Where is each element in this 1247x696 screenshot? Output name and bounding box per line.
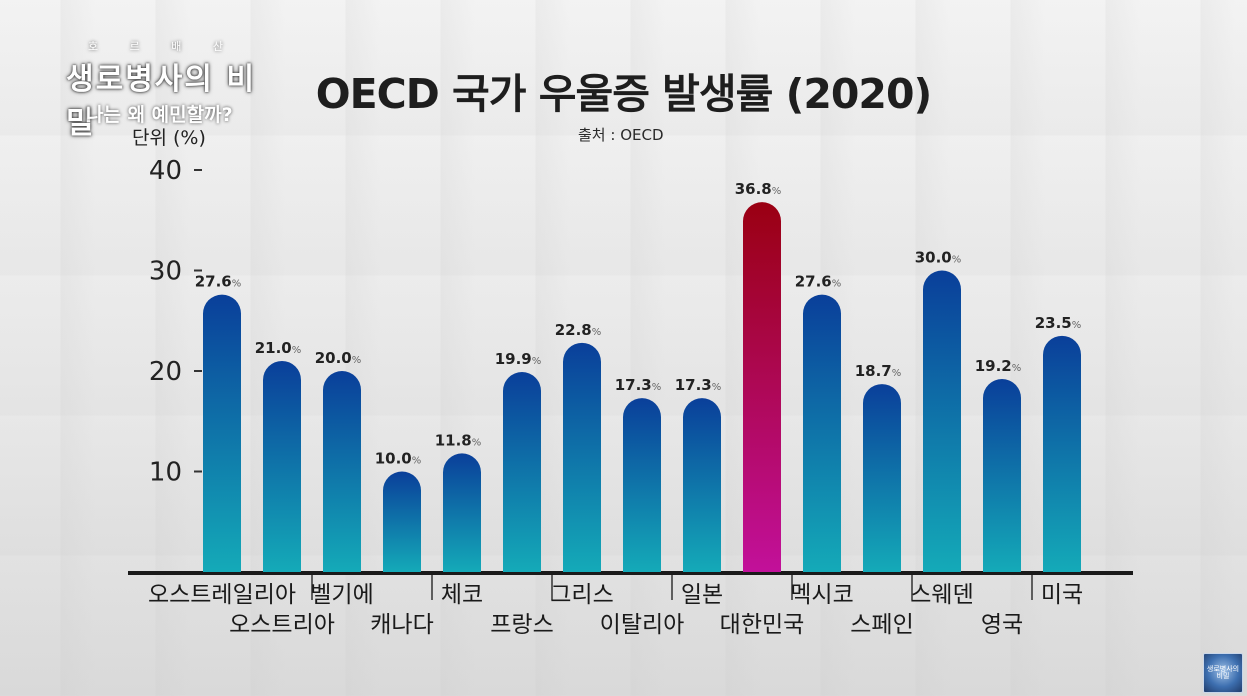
x-tick-label: 그리스 <box>550 582 613 608</box>
x-tick-label: 스페인 <box>850 612 913 638</box>
x-tick-label: 오스트리아 <box>229 612 335 638</box>
value-label: 17.3% <box>615 376 662 394</box>
bar-영국 <box>983 379 1021 572</box>
logo-small-text: 호 르 배 산 <box>88 40 237 53</box>
bar-멕시코 <box>803 294 841 572</box>
value-label: 10.0% <box>375 450 422 468</box>
bar-일본 <box>683 398 721 572</box>
y-tick-label: 20 <box>149 357 182 387</box>
bar-이탈리아 <box>623 398 661 572</box>
value-label: 23.5% <box>1035 314 1082 332</box>
x-tick-label: 프랑스 <box>490 612 553 638</box>
x-tick-label: 캐나다 <box>370 612 433 638</box>
value-label: 18.7% <box>855 362 902 380</box>
y-tick-label: 30 <box>149 257 182 287</box>
x-tick-label: 이탈리아 <box>600 612 685 638</box>
x-tick-label: 일본 <box>681 582 723 608</box>
bar-대한민국 <box>743 202 781 572</box>
x-tick-label: 대한민국 <box>720 612 805 638</box>
corner-badge: 생로병사의 비밀 <box>1203 653 1243 693</box>
bar-미국 <box>1043 335 1081 572</box>
y-tick-label: 40 <box>149 156 182 186</box>
x-tick-label: 영국 <box>981 612 1023 638</box>
chart-title: OECD 국가 우울증 발생률 (2020) <box>315 70 932 118</box>
value-label: 36.8% <box>735 180 782 198</box>
program-logo: 호 르 배 산 생로병사의 비밀 나는 왜 예민할까? <box>62 38 262 141</box>
x-tick-label: 벨기에 <box>310 582 373 608</box>
logo-title: 생로병사의 비밀 <box>66 62 257 141</box>
value-label: 19.9% <box>495 350 542 368</box>
bar-스웨덴 <box>923 270 961 572</box>
chart-source: 출처 : OECD <box>578 126 664 144</box>
x-tick-label: 스웨덴 <box>910 582 973 608</box>
y-axis-label: 단위 (%) <box>132 127 206 149</box>
bar-오스트리아 <box>263 360 301 572</box>
value-label: 22.8% <box>555 321 602 339</box>
value-label: 30.0% <box>915 249 962 267</box>
bar-프랑스 <box>503 372 541 572</box>
value-label: 20.0% <box>315 349 362 367</box>
bar-체코 <box>443 453 481 572</box>
bar-오스트레일리아 <box>203 294 241 572</box>
x-tick-label: 미국 <box>1041 582 1083 608</box>
value-label: 11.8% <box>435 431 482 449</box>
bar-캐나다 <box>383 471 421 572</box>
value-label: 17.3% <box>675 376 722 394</box>
value-label: 27.6% <box>195 273 242 291</box>
value-label: 27.6% <box>795 273 842 291</box>
value-label: 21.0% <box>255 339 302 357</box>
x-tick-label: 멕시코 <box>790 582 853 608</box>
logo-subtitle: 나는 왜 예민할까? <box>86 104 233 126</box>
bar-그리스 <box>563 342 601 572</box>
value-label: 19.2% <box>975 357 1022 375</box>
x-tick-label: 체코 <box>441 582 483 608</box>
y-tick-label: 10 <box>149 458 182 488</box>
bar-스페인 <box>863 384 901 572</box>
x-tick-label: 오스트레일리아 <box>148 582 296 608</box>
bar-벨기에 <box>323 371 361 572</box>
